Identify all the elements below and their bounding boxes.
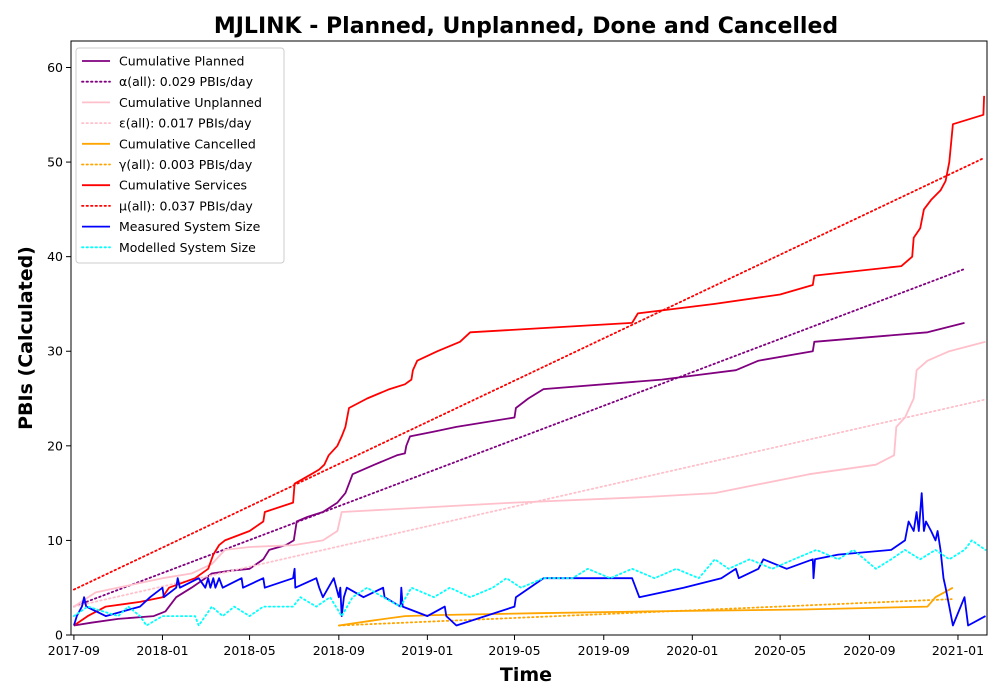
y-tick-label: 60 (47, 60, 63, 75)
x-tick-label: 2021-01 (932, 643, 984, 658)
y-tick-label: 50 (47, 155, 63, 170)
legend-box (75, 47, 285, 264)
y-axis: 0 10 20 30 40 50 60 (47, 60, 71, 643)
chart-title: MJLINK - Planned, Unplanned, Done and Ca… (214, 14, 838, 39)
legend-label-9: Measured System Size (119, 219, 261, 234)
plot-frame (70, 40, 988, 636)
x-tick-label: 2018-05 (223, 643, 275, 658)
legend: Cumulative Planned α(all): 0.029 PBIs/day… (75, 47, 285, 264)
x-tick-label: 2020-09 (843, 643, 895, 658)
y-tick-label: 20 (47, 438, 63, 453)
x-tick-label: 2017-09 (48, 643, 100, 658)
legend-label-3: Cumulative Unplanned (119, 95, 262, 110)
x-axis: 2017-09 2018-01 2018-05 2018-09 2019-01 2019-… (48, 635, 984, 658)
legend-label-10: Modelled System Size (119, 240, 256, 255)
x-tick-label: 2018-01 (136, 643, 188, 658)
y-tick-label: 10 (47, 533, 63, 548)
series-line-2-all-0-029-pbis-day (73, 268, 966, 608)
legend-label-8: μ(all): 0.037 PBIs/day (119, 198, 253, 213)
legend-label-5: Cumulative Cancelled (119, 136, 256, 151)
x-tick-label: 2019-05 (488, 643, 540, 658)
series-line-9-measured-system-size (73, 492, 986, 627)
series-line-10-modelled-system-size (73, 539, 987, 627)
series-line-5-cumulative-cancelled (338, 586, 954, 627)
legend-label-6: γ(all): 0.003 PBIs/day (119, 157, 253, 172)
series-line-6-all-0-003-pbis-day (337, 598, 954, 627)
legend-label-1: Cumulative Planned (119, 54, 244, 69)
x-tick-label: 2020-05 (754, 643, 806, 658)
legend-label-7: Cumulative Services (119, 178, 247, 193)
series-line-4-all-0-017-pbis-day (73, 398, 987, 608)
legend-label-2: α(all): 0.029 PBIs/day (119, 74, 254, 89)
y-tick-label: 30 (47, 344, 63, 359)
y-axis-label: PBIs (Calculated) (15, 246, 37, 430)
series-line-8-all-0-037-pbis-day (73, 157, 985, 591)
x-tick-label: 2020-01 (666, 643, 718, 658)
x-tick-label: 2019-09 (578, 643, 630, 658)
x-tick-label: 2018-09 (313, 643, 365, 658)
series-line-7-cumulative-services (73, 95, 985, 627)
series-layer (73, 95, 987, 627)
y-tick-label: 40 (47, 249, 63, 264)
legend-label-4: ε(all): 0.017 PBIs/day (119, 116, 252, 131)
x-tick-label: 2019-01 (401, 643, 453, 658)
y-tick-label: 0 (55, 628, 63, 643)
x-axis-label: Time (500, 664, 552, 686)
